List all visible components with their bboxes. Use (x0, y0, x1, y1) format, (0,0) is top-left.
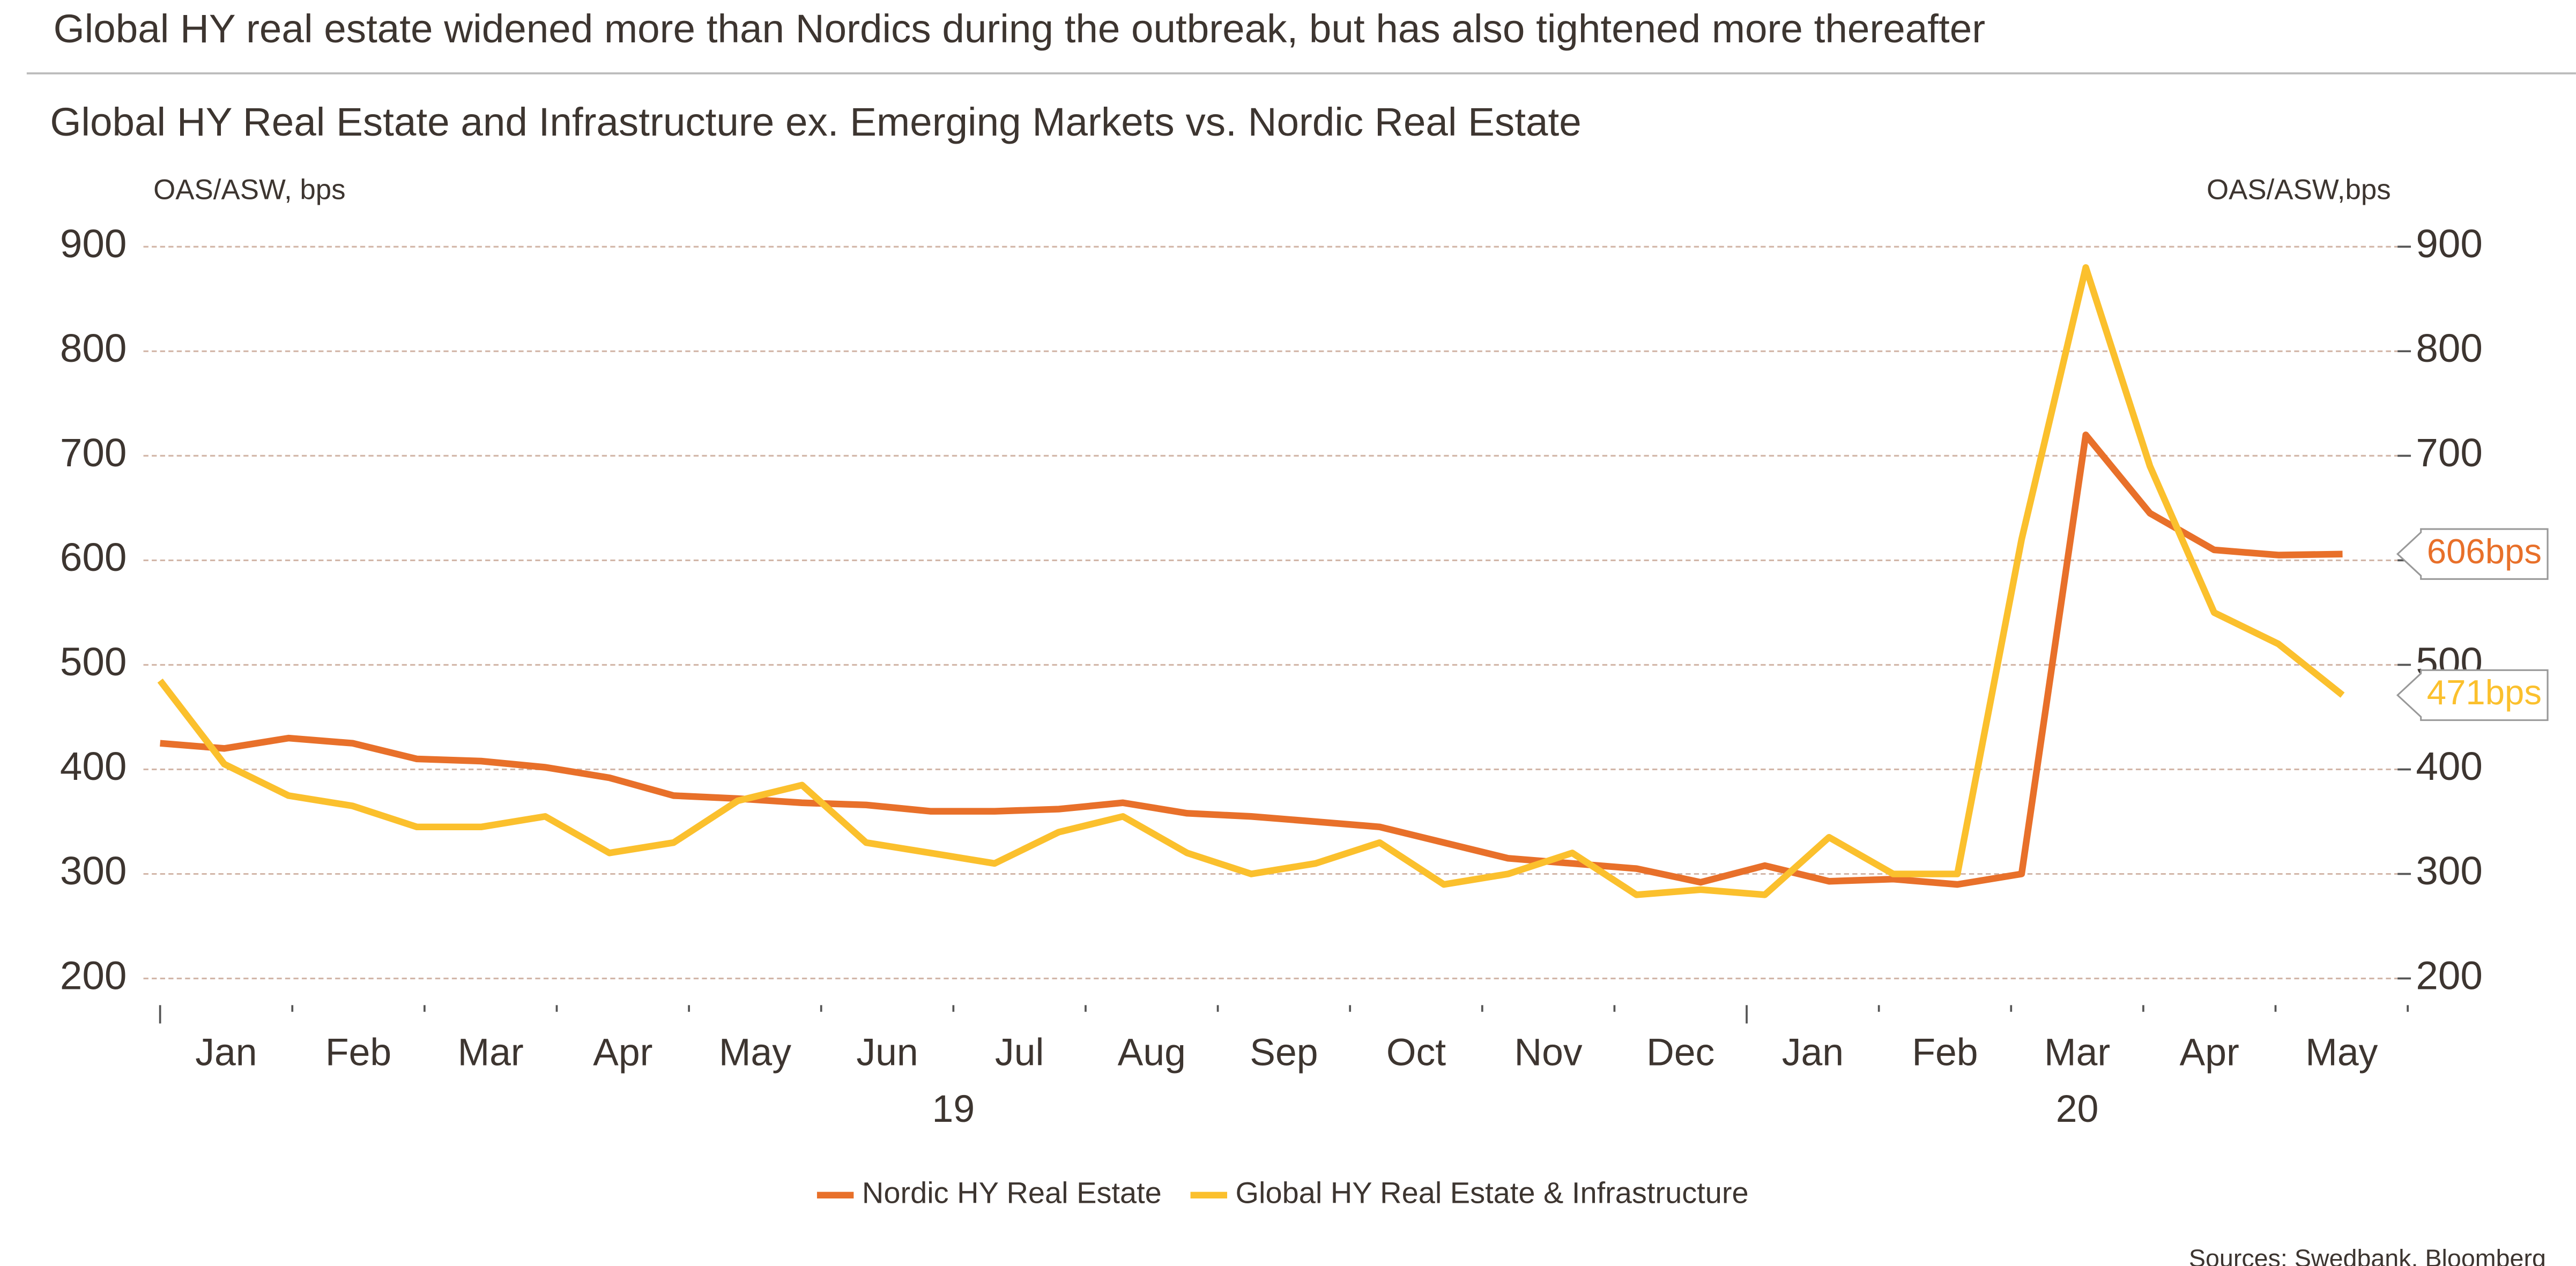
y2-tick-label: 700 (2416, 430, 2483, 475)
x-tick-label: Sep (1250, 1031, 1318, 1074)
end-label-box (2396, 669, 2549, 721)
x-tick-label: Jan (1782, 1031, 1844, 1074)
x-tick-label: Dec (1646, 1031, 1714, 1074)
x-tick-label: Feb (1912, 1031, 1978, 1074)
year-label: 20 (2056, 1088, 2099, 1130)
y-tick-label: 400 (60, 743, 127, 788)
x-tick-label: May (2305, 1031, 2378, 1074)
y-tick-label: 900 (60, 221, 127, 266)
x-tick-label: Jun (856, 1031, 918, 1074)
chart-title: Global HY Real Estate and Infrastructure… (50, 99, 1581, 144)
year-label: 19 (932, 1088, 975, 1130)
y2-tick-label: 400 (2416, 743, 2483, 788)
y-tick-label: 600 (60, 534, 127, 579)
x-tick-label: Jul (995, 1031, 1044, 1074)
x-tick-label: Feb (325, 1031, 391, 1074)
end-label: 471bps (2427, 673, 2542, 712)
y-tick-label: 200 (60, 952, 127, 997)
y2-tick-label: 300 (2416, 848, 2483, 893)
y2-axis-label: OAS/ASW,bps (2207, 174, 2391, 206)
end-label: 606bps (2427, 532, 2542, 571)
x-tick-label: Mar (2044, 1031, 2110, 1074)
end-label-box (2396, 528, 2549, 580)
source: Sources: Swedbank, Bloomberg (2189, 1244, 2546, 1266)
x-tick-label: Jan (195, 1031, 257, 1074)
headline: Global HY real estate widened more than … (54, 6, 1985, 51)
y2-tick-label: 800 (2416, 325, 2483, 370)
y2-tick-label: 900 (2416, 221, 2483, 266)
y-tick-label: 700 (60, 430, 127, 475)
y-axis-label: OAS/ASW, bps (153, 174, 345, 206)
y-tick-label: 800 (60, 325, 127, 370)
x-tick-label: May (719, 1031, 791, 1074)
legend-label: Nordic HY Real Estate (862, 1176, 1162, 1210)
legend-label: Global HY Real Estate & Infrastructure (1236, 1176, 1749, 1210)
x-tick-label: Mar (458, 1031, 524, 1074)
x-tick-label: Apr (2180, 1031, 2239, 1074)
y-tick-label: 300 (60, 848, 127, 893)
y2-tick-label: 200 (2416, 952, 2483, 997)
x-tick-label: Oct (1386, 1031, 1446, 1074)
series-line (160, 431, 2343, 888)
x-tick-label: Apr (593, 1031, 652, 1074)
x-tick-label: Nov (1515, 1031, 1583, 1074)
x-tick-label: Aug (1118, 1031, 1186, 1074)
series-line (157, 264, 2345, 898)
y-tick-label: 500 (60, 639, 127, 684)
